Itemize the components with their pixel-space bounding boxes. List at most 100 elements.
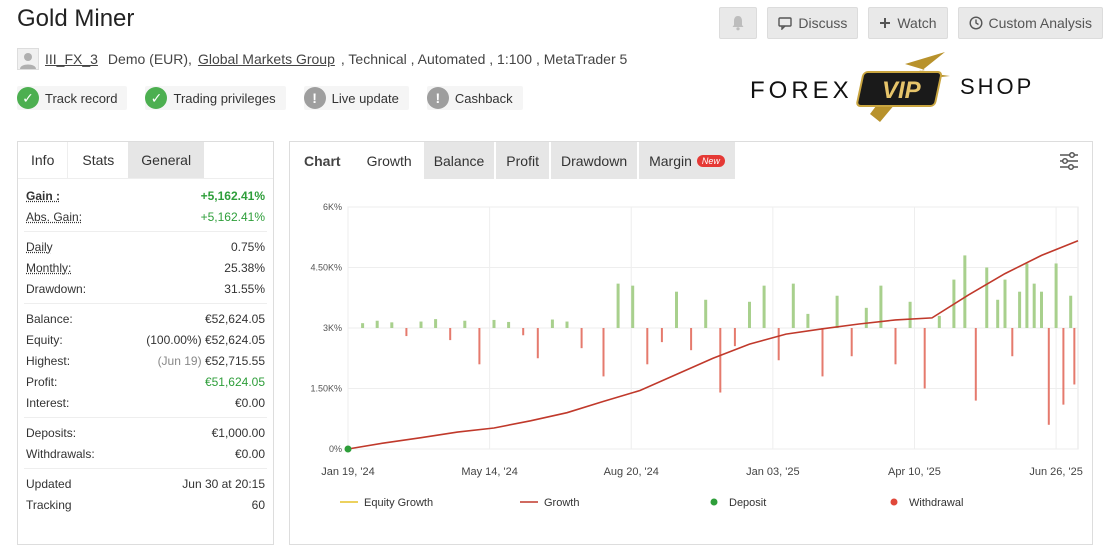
toolbar: Discuss Watch Custom Analysis <box>719 7 1103 39</box>
discuss-button[interactable]: Discuss <box>767 7 859 39</box>
interest-label: Interest: <box>26 395 70 410</box>
profit-bar <box>631 285 635 328</box>
exclamation-icon: ! <box>303 87 326 109</box>
equity-label: Equity: <box>26 332 63 347</box>
x-tick-label: Apr 10, '25 <box>888 466 941 478</box>
badge-label: Trading privileges <box>173 90 276 106</box>
logo-vip-text: VIP <box>882 77 922 104</box>
tab-growth[interactable]: Growth <box>356 142 422 179</box>
profit-bar <box>1003 279 1007 328</box>
profit-bar <box>434 319 438 328</box>
loss-bar <box>478 328 481 365</box>
monthly-value: 25.38% <box>224 260 265 275</box>
loss-bar <box>850 328 853 357</box>
exclamation-icon: ! <box>426 87 449 109</box>
loss-bar <box>449 328 452 341</box>
deposit-marker <box>344 445 352 453</box>
x-tick-label: May 14, '24 <box>461 466 518 478</box>
loss-bar <box>522 328 525 336</box>
tracking-value: 60 <box>251 497 265 512</box>
logo-shop-text: SHOP <box>960 74 1034 99</box>
broker-link[interactable]: Global Markets Group <box>197 51 335 67</box>
y-tick-label: 1.50K% <box>310 384 342 394</box>
page-title: Gold Miner <box>17 5 135 32</box>
profit-bar <box>762 285 766 328</box>
profit-bar <box>492 319 496 328</box>
profit-bar <box>908 301 912 328</box>
tracking-label: Tracking <box>26 497 72 512</box>
avatar[interactable] <box>17 48 39 70</box>
user-link[interactable]: III_FX_3 <box>45 51 98 67</box>
loss-bar <box>646 328 649 365</box>
x-tick-label: Jan 19, '24 <box>321 466 374 478</box>
badge-cashback[interactable]: ! Cashback <box>426 86 523 110</box>
interest-value: €0.00 <box>234 395 265 410</box>
tab-info[interactable]: Info <box>18 142 69 178</box>
profit-value: €51,624.05 <box>204 374 265 389</box>
new-badge: New <box>696 154 725 167</box>
updated-row: Updated Jun 30 at 20:15 <box>18 473 273 494</box>
badge-label: Live update <box>331 90 399 106</box>
logo-forex-text: FOREX <box>750 77 853 104</box>
chart-settings-icon[interactable] <box>1058 151 1080 171</box>
loss-bar <box>821 328 824 377</box>
chart-panel: Chart Growth Balance Profit Drawdown Mar… <box>289 141 1093 545</box>
custom-analysis-button[interactable]: Custom Analysis <box>957 7 1103 39</box>
legend-label: Equity Growth <box>364 497 433 509</box>
profit-bar <box>963 255 967 328</box>
notify-button[interactable] <box>719 7 758 39</box>
forex-vip-shop-logo: FOREX VIP SHOP <box>750 52 1034 122</box>
tab-balance[interactable]: Balance <box>423 142 495 179</box>
updated-label: Updated <box>26 476 72 491</box>
tab-stats[interactable]: Stats <box>69 142 128 178</box>
highest-row: Highest: (Jun 19) €52,715.55 <box>18 350 273 371</box>
x-tick-label: Jun 26, '25 <box>1029 466 1082 478</box>
equity-percent: (100.00%) <box>146 332 202 347</box>
tab-drawdown[interactable]: Drawdown <box>550 142 638 179</box>
growth-line <box>347 240 1079 450</box>
tab-general[interactable]: General <box>128 142 205 178</box>
x-tick-label: Jan 03, '25 <box>746 466 799 478</box>
watch-button[interactable]: Watch <box>868 7 948 39</box>
legend-label: Withdrawal <box>909 497 963 509</box>
drawdown-value: 31.55% <box>224 281 265 296</box>
y-tick-label: 4.50K% <box>310 263 342 273</box>
abs-gain-value: +5,162.41% <box>200 209 265 224</box>
badge-live-update[interactable]: ! Live update <box>303 86 409 110</box>
loss-bar <box>1011 328 1014 357</box>
loss-bar <box>1047 328 1050 425</box>
tab-margin[interactable]: Margin New <box>639 142 735 179</box>
profit-bar <box>463 320 467 328</box>
clock-icon <box>969 16 983 30</box>
chat-icon <box>778 17 793 30</box>
tab-profit[interactable]: Profit <box>496 142 549 179</box>
discuss-label: Discuss <box>798 15 848 31</box>
interest-row: Interest: €0.00 <box>18 392 273 413</box>
highest-value: €52,715.55 <box>204 353 265 368</box>
profit-bar <box>864 307 868 328</box>
profit-bar <box>1018 291 1022 328</box>
highest-date: (Jun 19) <box>157 353 202 368</box>
badge-trading-privileges[interactable]: ✓ Trading privileges <box>145 86 286 110</box>
balance-label: Balance: <box>26 311 73 326</box>
profit-bar <box>879 285 883 328</box>
profit-bar <box>419 321 423 328</box>
legend-label: Deposit <box>729 497 766 509</box>
tracking-row: Tracking 60 <box>18 494 273 515</box>
legend-dot-swatch <box>890 498 898 506</box>
divider <box>24 231 267 232</box>
profit-bar <box>375 320 379 328</box>
deposits-value: €1,000.00 <box>211 425 265 440</box>
deposits-label: Deposits: <box>26 425 77 440</box>
abs-gain-label: Abs. Gain: <box>26 209 83 224</box>
divider <box>24 468 267 469</box>
stats-tabs: Info Stats General <box>18 142 273 179</box>
badge-row: ✓ Track record ✓ Trading privileges ! Li… <box>17 86 523 110</box>
loss-bar <box>690 328 693 351</box>
drawdown-label: Drawdown: <box>26 281 87 296</box>
badge-track-record[interactable]: ✓ Track record <box>17 86 128 110</box>
daily-row: Daily 0.75% <box>18 236 273 257</box>
gain-row: Gain : +5,162.41% <box>18 185 273 206</box>
legend-label: Growth <box>544 497 579 509</box>
deposits-row: Deposits: €1,000.00 <box>18 422 273 443</box>
